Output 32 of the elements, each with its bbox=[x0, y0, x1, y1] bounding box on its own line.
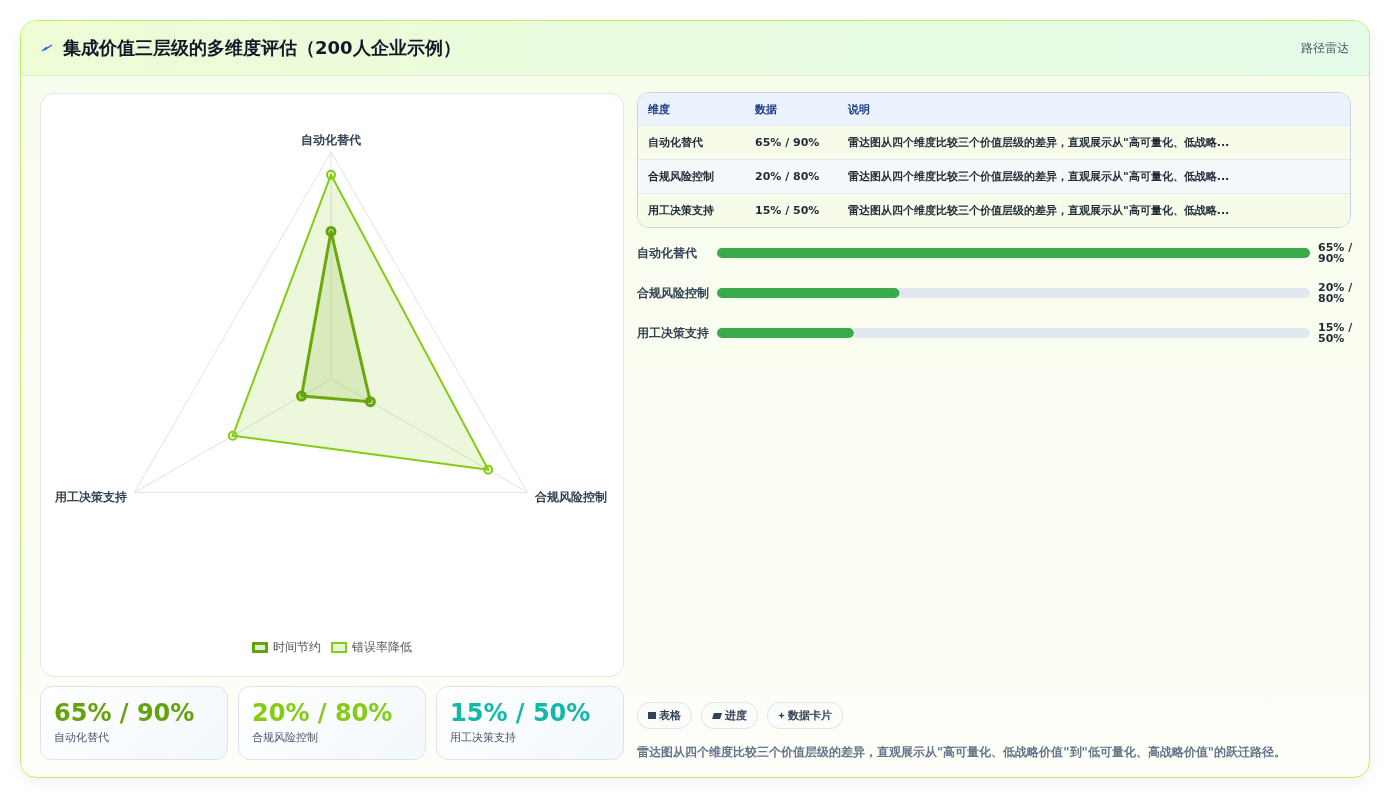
y-tick-label: 用工决策支持 bbox=[636, 326, 709, 341]
y-tick-label: 自动化替代 bbox=[637, 246, 697, 261]
legend-label: 时间节约 bbox=[272, 639, 321, 656]
chart-title: 集成价值三层级的多维度评估（200人企业示例） bbox=[63, 36, 462, 60]
y-tick-label: 合规风险控制 bbox=[636, 286, 709, 301]
data-label: 15% / 50% bbox=[1318, 321, 1354, 346]
data-label: 20% / 80% bbox=[1318, 281, 1354, 306]
text: 表格 bbox=[637, 702, 692, 729]
text: 维度 bbox=[647, 101, 671, 117]
text: 雷达图从四个维度比较三个价值层级的差异，直观展示从"高可量化、低战略... bbox=[848, 169, 1231, 184]
text: 合规风险控制 bbox=[252, 730, 319, 745]
spoke-label: 合规风险控制 bbox=[533, 489, 607, 504]
text: 雷达图从四个维度比较三个价值层级的差异，直观展示从"高可量化、低战略价值"到"低可量化、高战略价值"的跃迁路径。 bbox=[637, 744, 1287, 761]
text: 15% / 50% bbox=[755, 204, 821, 217]
text: 用工决策支持 bbox=[450, 730, 517, 745]
text: 20% / 80% bbox=[252, 699, 394, 727]
text: 65% / 90% bbox=[755, 136, 821, 149]
spoke-label: 自动化替代 bbox=[301, 133, 361, 147]
text: 65% / 90% bbox=[54, 699, 196, 727]
text: 路径雷达 bbox=[1301, 39, 1349, 57]
text: 说明 bbox=[848, 101, 871, 117]
text: 进度 bbox=[701, 702, 758, 729]
data-label: 65% / 90% bbox=[1318, 241, 1354, 266]
text: 数据 bbox=[755, 101, 778, 117]
spoke-label: 用工决策支持 bbox=[54, 489, 128, 504]
text: 15% / 50% bbox=[450, 699, 592, 727]
text: 数据卡片 bbox=[767, 702, 843, 729]
text: 自动化替代 bbox=[54, 730, 110, 745]
text: 雷达图从四个维度比较三个价值层级的差异，直观展示从"高可量化、低战略... bbox=[848, 135, 1231, 150]
text: 雷达图从四个维度比较三个价值层级的差异，直观展示从"高可量化、低战略... bbox=[848, 203, 1231, 218]
legend-label: 错误率降低 bbox=[351, 639, 412, 656]
text: 20% / 80% bbox=[755, 170, 821, 183]
